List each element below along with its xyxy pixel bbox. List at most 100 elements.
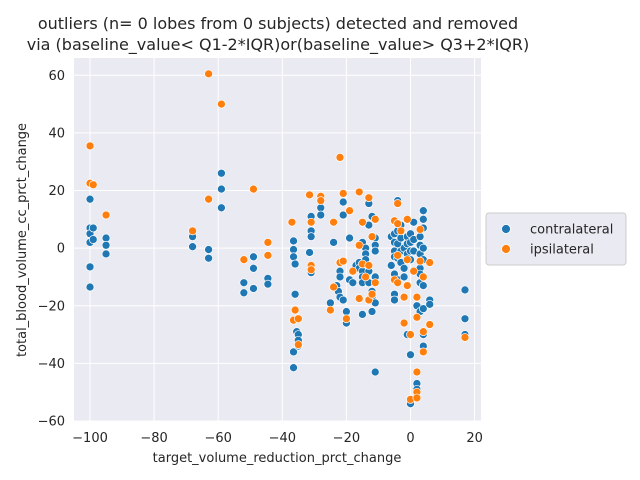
data-point-ipsilateral [101,210,111,220]
data-point-contralateral [249,252,258,262]
data-point-ipsilateral [393,250,403,260]
data-point-ipsilateral [370,278,380,288]
data-point-ipsilateral [354,294,364,303]
data-point-ipsilateral [364,261,374,270]
data-point-ipsilateral [88,180,98,190]
legend: contralateral ipsilateral [485,212,627,266]
data-point-ipsilateral [326,305,335,315]
data-point-contralateral [289,347,298,357]
data-point-contralateral [85,262,95,272]
data-point-contralateral [217,168,226,178]
data-point-contralateral [358,310,367,319]
chart-title-line-2: via (baseline_value< Q1-2*IQR)or(baselin… [27,35,530,55]
data-point-ipsilateral [204,69,213,79]
data-point-contralateral [249,263,258,273]
data-point-contralateral [101,233,111,243]
data-point-contralateral [316,210,326,220]
data-point-ipsilateral [406,330,415,339]
data-point-ipsilateral [188,226,197,236]
data-point-ipsilateral [204,194,213,204]
data-point-contralateral [290,259,300,269]
data-point-ipsilateral [358,217,367,227]
data-point-ipsilateral [418,347,428,357]
data-point-ipsilateral [329,282,338,292]
data-point-contralateral [290,289,300,299]
data-point-contralateral [289,363,298,373]
y-tick-label: 0 [57,242,65,257]
data-point-ipsilateral [412,367,422,377]
data-point-contralateral [88,223,98,233]
data-point-ipsilateral [367,289,377,299]
data-point-contralateral [342,307,351,316]
x-tick-label: −20 [333,431,360,446]
data-point-ipsilateral [293,340,303,350]
data-point-contralateral [217,184,226,194]
data-point-ipsilateral [399,292,409,302]
data-point-ipsilateral [306,265,316,275]
data-point-contralateral [101,240,111,250]
data-point-contralateral [460,314,470,324]
y-tick-label: 40 [48,126,65,141]
x-tick-label: −60 [204,431,231,446]
data-point-contralateral [101,249,111,259]
data-point-ipsilateral [402,214,412,224]
data-point-contralateral [85,282,95,292]
data-point-contralateral [88,235,98,244]
data-point-ipsilateral [329,217,338,227]
x-tick-label: 0 [406,431,414,446]
data-point-contralateral [418,214,428,224]
data-point-ipsilateral [348,266,358,276]
y-tick-label: 60 [48,69,65,84]
legend-marker-ipsilateral [501,244,511,254]
x-tick-label: 20 [466,431,483,446]
legend-marker-contralateral [501,224,511,234]
data-point-ipsilateral [393,219,403,229]
data-point-ipsilateral [338,189,348,198]
data-point-ipsilateral [306,217,316,227]
data-point-ipsilateral [425,258,435,267]
data-point-contralateral [390,295,399,305]
data-point-contralateral [418,206,428,216]
data-point-ipsilateral [316,196,326,205]
data-point-contralateral [338,197,348,207]
data-point-contralateral [306,232,316,241]
data-point-ipsilateral [418,327,428,337]
data-point-ipsilateral [460,333,470,342]
data-point-contralateral [406,350,415,360]
data-point-ipsilateral [393,278,403,288]
data-point-ipsilateral [409,266,419,276]
data-point-contralateral [370,367,380,377]
data-point-contralateral [239,288,249,298]
tick-labels: −100 −80 −60 −40 −20 0 20 −60 −40 −20 0 20 40 60 [38,69,483,446]
data-point-ipsilateral [418,272,428,282]
data-point-contralateral [345,233,354,243]
data-point-contralateral [326,298,335,308]
data-point-contralateral [338,210,348,220]
data-point-ipsilateral [345,206,354,216]
y-tick-label: 20 [48,184,65,199]
data-point-ipsilateral [393,199,403,208]
data-point-contralateral [188,242,197,252]
data-point-ipsilateral [354,187,364,197]
data-point-ipsilateral [239,255,249,265]
data-point-ipsilateral [342,314,351,324]
data-point-contralateral [335,272,345,282]
data-point-contralateral [249,284,258,293]
data-point-contralateral [289,252,298,262]
data-point-contralateral [370,246,380,256]
data-point-ipsilateral [287,217,297,227]
data-point-ipsilateral [364,193,374,203]
data-point-ipsilateral [399,318,409,328]
data-point-contralateral [386,261,396,270]
data-point-contralateral [399,263,409,273]
y-tick-label: −20 [38,299,65,314]
data-point-ipsilateral [415,256,425,266]
x-tick-label: −100 [72,431,108,446]
data-point-contralateral [289,245,298,254]
x-axis-label: target_volume_reduction_prct_change [153,451,402,466]
legend-box [485,212,627,266]
data-point-contralateral [204,245,213,254]
data-point-contralateral [338,295,348,305]
data-point-contralateral [305,248,314,257]
